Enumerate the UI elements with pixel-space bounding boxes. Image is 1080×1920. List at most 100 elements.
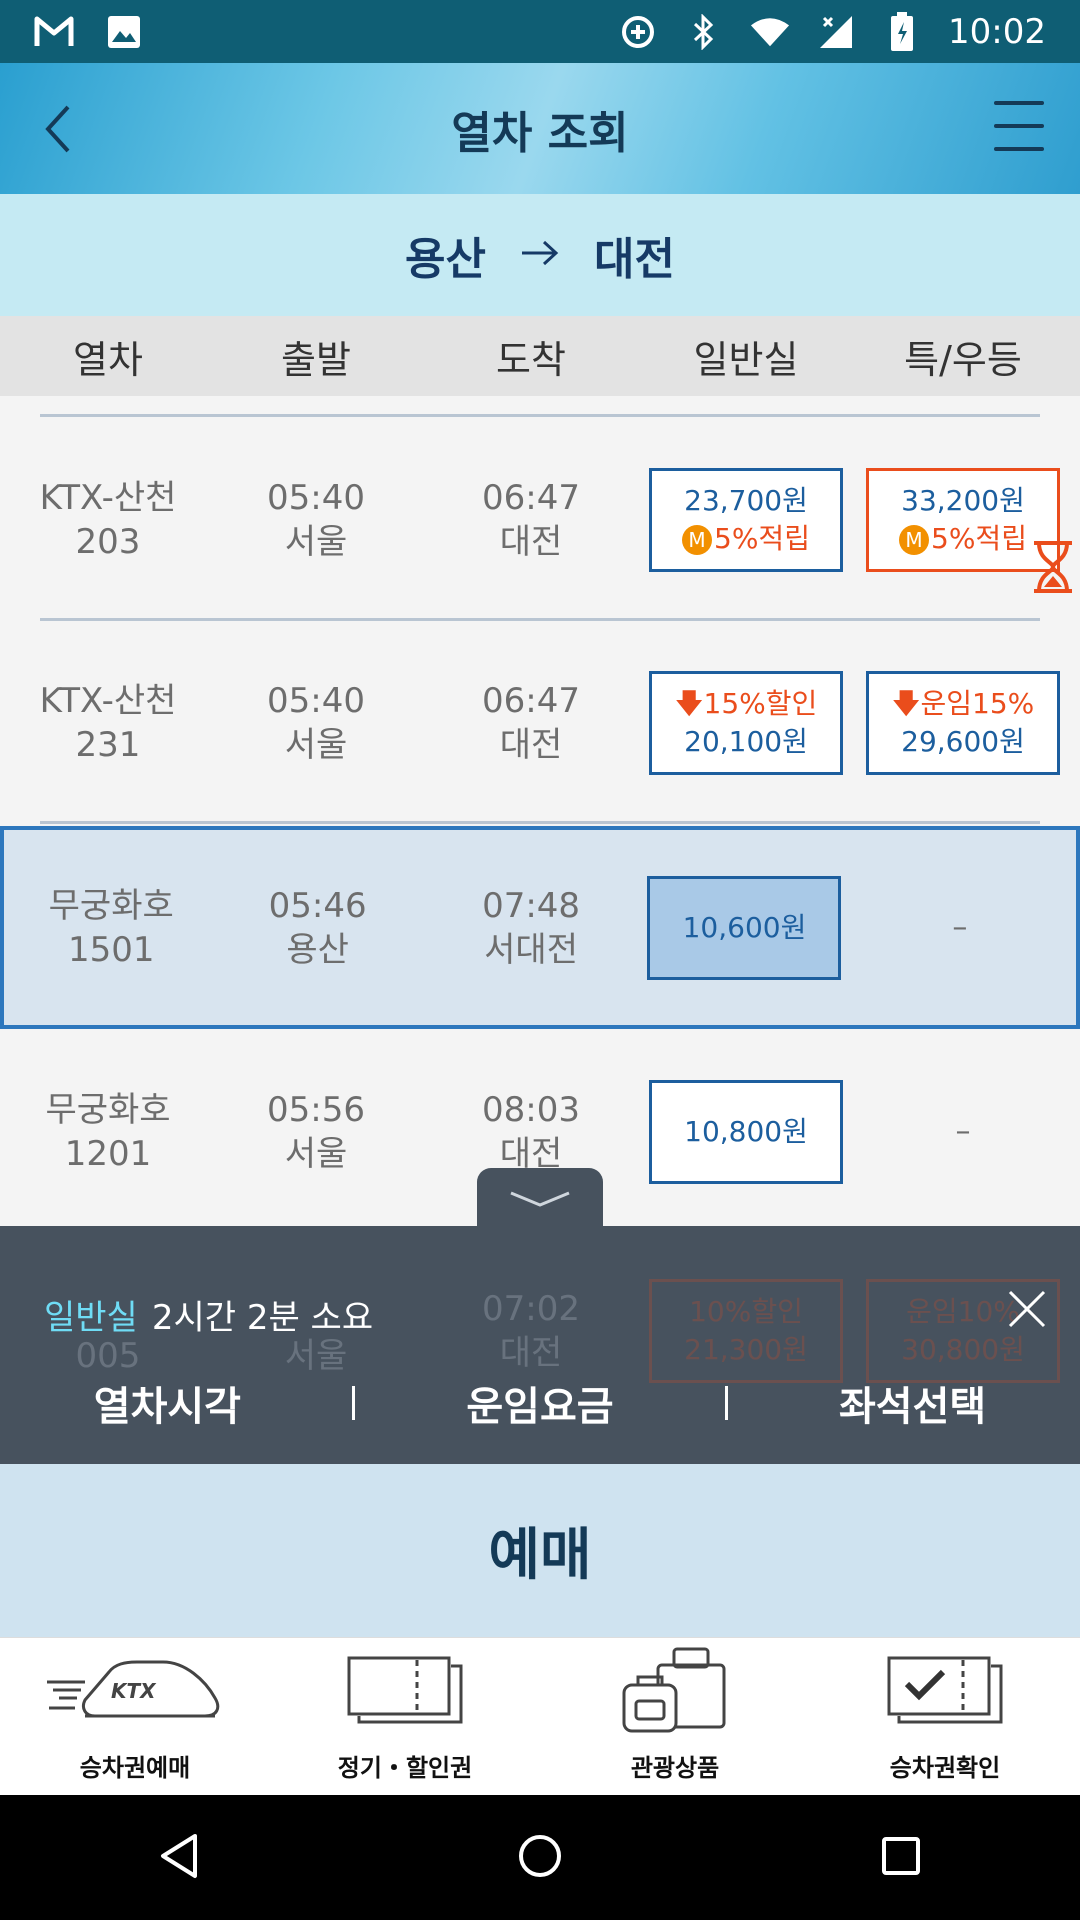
- mileage-icon: M: [682, 524, 713, 555]
- square-recents-icon: [881, 1836, 920, 1875]
- battery-icon: [882, 11, 922, 51]
- nav-commuter-pass[interactable]: 정기・할인권: [270, 1638, 540, 1795]
- special-fare-button: 운임10% 30,800원: [866, 1279, 1060, 1383]
- nav-label: 관광상품: [630, 1754, 720, 1782]
- circle-home-icon: [518, 1834, 561, 1877]
- train-schedule-link[interactable]: 열차시각: [93, 1384, 241, 1430]
- bluetooth-icon: [684, 13, 724, 50]
- train-name: KTX-산천: [39, 680, 177, 721]
- bottom-nav: KTX 승차권예매 정기・할인권 관광상품: [0, 1637, 1080, 1795]
- departure-time: 05:56: [267, 1089, 365, 1130]
- popup-summary: 일반실 2시간 2분 소요: [44, 1290, 373, 1339]
- menu-button[interactable]: [994, 101, 1044, 151]
- fare-price: 30,800원: [901, 1333, 1025, 1366]
- departure-station: 서울: [284, 724, 348, 765]
- train-info: KTX-산천 231: [0, 679, 216, 767]
- general-fare-button[interactable]: 🡇15%할인 20,100원: [649, 670, 843, 775]
- general-fare-button[interactable]: 23,700원 M 5%적립: [649, 467, 843, 572]
- seat-select-link[interactable]: 좌석선택: [838, 1384, 987, 1430]
- fare-price: 21,300원: [684, 1333, 808, 1366]
- mileage-rate: 5%적립: [931, 521, 1027, 555]
- special-fare-unavailable: –: [955, 1114, 971, 1149]
- departure-station: 서울: [284, 521, 348, 562]
- fare-price: 33,200원: [901, 483, 1025, 517]
- train-number: 231: [75, 724, 141, 765]
- close-button[interactable]: [1004, 1286, 1050, 1332]
- train-row[interactable]: KTX-산천 203 05:40 서울 06:47 대전 23,700원 M 5%…: [0, 418, 1080, 621]
- departure-info: 05:40 서울: [216, 476, 416, 564]
- departure-station: 용산: [286, 929, 349, 970]
- home-nav-button[interactable]: [516, 1832, 564, 1884]
- train-row-selected[interactable]: 무궁화호 1501 05:46 용산 07:48 서대전 10,600원 –: [0, 826, 1080, 1029]
- general-fare-button[interactable]: 10,600원: [647, 875, 842, 980]
- arrival-time: 08:03: [482, 1089, 580, 1130]
- image-icon: [104, 14, 144, 50]
- nav-ticket-check[interactable]: 승차권확인: [810, 1638, 1080, 1795]
- discount-label: 운임15%: [920, 686, 1035, 720]
- popup-links: 열차시각 운임요금 좌석선택: [0, 1374, 1080, 1432]
- arrival-info: 07:48 서대전: [417, 884, 645, 972]
- hamburger-icon: [994, 101, 1044, 105]
- signal-icon: [816, 14, 856, 50]
- arrival-time: 06:47: [482, 477, 580, 518]
- page-title: 열차 조회: [451, 107, 629, 159]
- fare-price: 23,700원: [684, 483, 808, 517]
- back-button[interactable]: [34, 99, 94, 159]
- arrow-down-icon: 🡇: [674, 686, 704, 720]
- arrival-time: 06:47: [482, 680, 580, 721]
- system-nav-bar: [0, 1795, 1080, 1920]
- column-header-general: 일반실: [693, 337, 799, 382]
- arrival-station: 대전: [499, 724, 563, 765]
- fare-price: 20,100원: [684, 724, 808, 758]
- train-name: KTX-산천: [39, 477, 177, 518]
- train-name: 무궁화호: [48, 885, 174, 926]
- special-fare-button[interactable]: 🡇운임15% 29,600원: [866, 670, 1060, 775]
- ticket-check-icon: [885, 1642, 1005, 1738]
- chevron-down-icon: [510, 1191, 570, 1207]
- departure-station: 서울: [284, 1336, 348, 1376]
- train-number: 203: [75, 521, 141, 562]
- departure-time: 05:40: [267, 477, 365, 518]
- route-from: 용산: [405, 234, 486, 285]
- nav-ticket-booking[interactable]: KTX 승차권예매: [0, 1638, 270, 1795]
- departure-info: 05:46 용산: [218, 884, 417, 972]
- nav-label: 승차권예매: [79, 1754, 191, 1782]
- back-nav-button[interactable]: [157, 1832, 201, 1884]
- divider: [352, 1386, 356, 1420]
- train-row[interactable]: KTX-산천 231 05:40 서울 06:47 대전 🡇15%할인 20,1…: [0, 621, 1080, 824]
- discount-label: 10%할인: [689, 1295, 803, 1328]
- discount-label: 운임10%: [906, 1295, 1020, 1328]
- train-info-popup: 005 서울 07:02 대전 10%할인 21,300원 운임10% 30,8…: [0, 1226, 1080, 1464]
- recents-nav-button[interactable]: [879, 1834, 923, 1882]
- discount-label: 15%할인: [703, 686, 818, 720]
- gmail-icon: [34, 14, 74, 50]
- row-divider: [40, 414, 1040, 417]
- mileage-rate: 5%적립: [714, 521, 810, 555]
- arrival-info: 06:47 대전: [416, 679, 646, 767]
- fare-info-link[interactable]: 운임요금: [466, 1384, 614, 1430]
- app-header: 열차 조회: [0, 63, 1080, 194]
- general-fare-button[interactable]: 10,800원: [649, 1079, 843, 1184]
- train-info: 무궁화호 1201: [0, 1088, 216, 1176]
- arrival-info: 06:47 대전: [416, 476, 646, 564]
- travel-duration: 2시간 2분 소요: [151, 1298, 374, 1338]
- status-bar: 10:02: [0, 0, 1080, 63]
- divider: [724, 1386, 728, 1420]
- general-fare-button: 10%할인 21,300원: [649, 1279, 843, 1383]
- arrow-right-icon: [520, 232, 560, 278]
- train-number: 1501: [67, 929, 155, 970]
- arrival-station: 대전: [499, 1133, 563, 1174]
- special-fare-button[interactable]: 33,200원 M 5%적립: [866, 467, 1060, 572]
- column-header-departure: 출발: [281, 337, 351, 382]
- reserve-button[interactable]: 예매: [0, 1464, 1080, 1637]
- train-info: KTX-산천 203: [0, 476, 216, 564]
- special-fare-unavailable: –: [952, 910, 968, 945]
- triangle-back-icon: [161, 1833, 198, 1878]
- arrival-time: 07:02: [482, 1289, 580, 1329]
- train-number: 1201: [64, 1133, 152, 1174]
- popup-collapse-handle[interactable]: [477, 1168, 603, 1230]
- arrival-info: 08:03 대전: [416, 1088, 646, 1176]
- svg-text:KTX: KTX: [111, 1679, 157, 1703]
- hourglass-icon: [1034, 541, 1072, 593]
- nav-tour-products[interactable]: 관광상품: [540, 1638, 810, 1795]
